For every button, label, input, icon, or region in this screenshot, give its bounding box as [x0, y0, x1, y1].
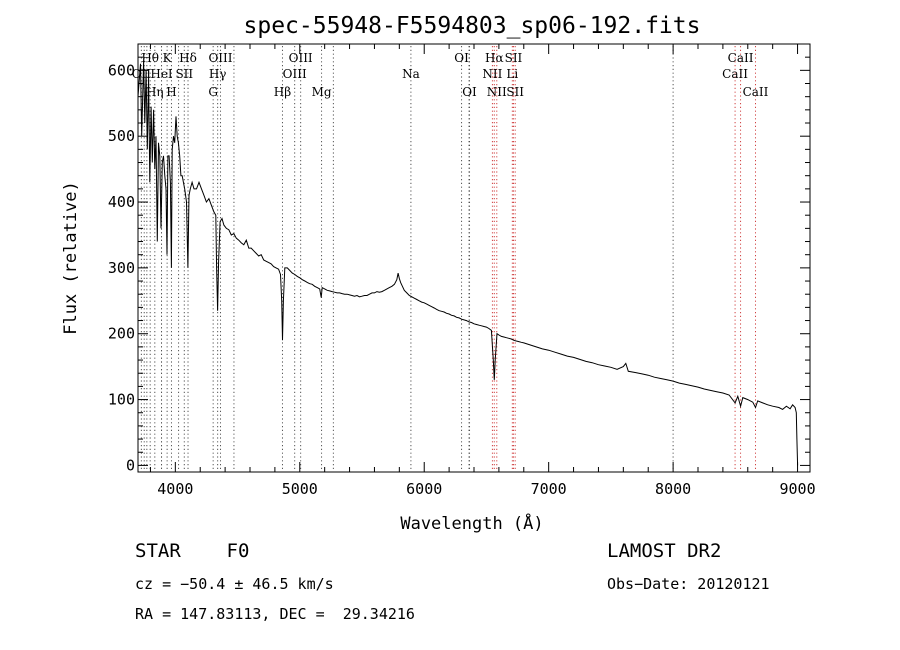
- line-marker-group: [140, 46, 756, 472]
- x-tick-label: 8000: [655, 480, 691, 498]
- line-marker-label: CaII: [722, 67, 748, 81]
- spectrum-series-line: [137, 60, 799, 466]
- coordinates-label: RA = 147.83113, DEC = 29.34216: [135, 605, 415, 623]
- line-marker-label: CaII: [743, 85, 769, 99]
- line-marker-label: Hθ: [141, 51, 159, 65]
- y-tick-label: 600: [108, 61, 135, 79]
- line-marker-label: Hβ: [274, 85, 291, 99]
- y-axis: 0 100 200 300 400 500 600: [108, 56, 810, 474]
- spectrum-chart: spec-55948-F5594803_sp06-192.fits Hθ K Hδ O…: [61, 13, 816, 534]
- line-marker-label: Hγ: [209, 67, 227, 81]
- line-marker-label: CaII: [728, 51, 754, 65]
- line-marker-label: NII: [482, 67, 502, 81]
- line-marker-label: H: [166, 85, 176, 99]
- obs-date-label: Obs−Date: 20120121: [607, 575, 770, 593]
- line-marker-label: Hη: [146, 85, 164, 99]
- line-marker-label: Li: [506, 67, 518, 81]
- x-axis: 4000 5000 6000 7000 8000 9000: [149, 44, 816, 498]
- line-marker-label: OIII: [289, 51, 313, 65]
- y-tick-label: 500: [108, 127, 135, 145]
- y-tick-label: 300: [108, 259, 135, 277]
- line-marker-label: Mg: [312, 85, 332, 99]
- line-marker-label: OI: [454, 51, 469, 65]
- x-tick-label: 5000: [282, 480, 318, 498]
- line-marker-label: OI: [462, 85, 477, 99]
- survey-label: LAMOST DR2: [607, 540, 722, 562]
- line-marker-label: G: [208, 85, 218, 99]
- line-marker-label: NII: [487, 85, 507, 99]
- x-tick-label: 7000: [531, 480, 567, 498]
- line-marker-label: K: [163, 51, 173, 65]
- x-axis-label: Wavelength (Å): [400, 512, 543, 534]
- line-marker-label: SII: [505, 51, 523, 65]
- line-marker-label: HeI: [150, 67, 173, 81]
- y-tick-label: 400: [108, 193, 135, 211]
- line-marker-label: OIII: [208, 51, 232, 65]
- line-marker-label: OIII: [283, 67, 307, 81]
- line-marker-label: Na: [402, 67, 420, 81]
- plot-frame: [137, 43, 811, 473]
- y-tick-label: 100: [108, 391, 135, 409]
- redshift-label: cz = −50.4 ± 46.5 km/s: [135, 575, 334, 593]
- x-tick-label: 4000: [157, 480, 193, 498]
- line-marker-label: Hα: [485, 51, 504, 65]
- y-tick-label: 200: [108, 325, 135, 343]
- x-tick-label: 9000: [779, 480, 815, 498]
- chart-title: spec-55948-F5594803_sp06-192.fits: [244, 13, 701, 39]
- line-marker-label: SII: [506, 85, 524, 99]
- line-marker-label: Hδ: [179, 51, 197, 65]
- line-marker-label: SII: [175, 67, 193, 81]
- y-axis-label: Flux (relative): [61, 181, 81, 335]
- y-tick-label: 0: [126, 456, 135, 474]
- x-tick-label: 6000: [406, 480, 442, 498]
- object-class-label: STAR F0: [135, 540, 250, 562]
